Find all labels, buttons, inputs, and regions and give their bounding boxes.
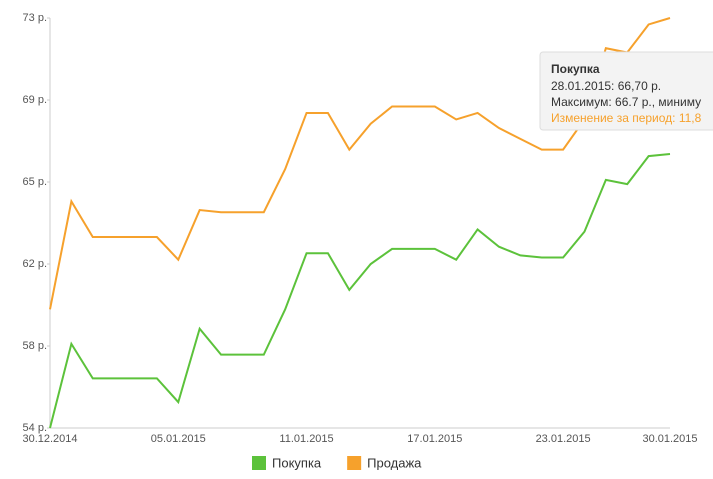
tooltip-title: Покупка <box>551 62 600 76</box>
series-line <box>49 152 671 429</box>
y-tick-label: 54 р. <box>23 422 47 434</box>
tooltip-box <box>539 51 713 131</box>
legend-label: Продажа <box>367 455 422 470</box>
x-tick-label: 30.12.2014 <box>22 433 77 445</box>
tooltip-line: Максимум: 66.7 р., миниму <box>551 95 701 109</box>
legend-swatch <box>252 456 266 470</box>
y-tick-label: 65 р. <box>23 176 47 188</box>
tooltip-line: 28.01.2015: 66,70 р. <box>551 79 661 93</box>
x-tick-label: 17.01.2015 <box>407 433 462 445</box>
x-tick-label: 11.01.2015 <box>279 433 333 445</box>
series-line <box>49 17 671 310</box>
legend-label: Покупка <box>272 455 322 470</box>
x-tick-label: 23.01.2015 <box>536 433 591 445</box>
tooltip: Покупка 28.01.2015: 66,70 р. Максимум: 6… <box>539 51 713 131</box>
y-tick-label: 73 р. <box>23 12 47 24</box>
legend-swatch <box>347 456 362 470</box>
y-tick-label: 62 р. <box>23 258 47 270</box>
x-tick-label: 05.01.2015 <box>151 433 206 445</box>
x-tick-label: 30.01.2015 <box>642 433 697 445</box>
y-tick-label: 69 р. <box>23 94 47 106</box>
tooltip-line: Изменение за период: 11,8 <box>551 111 702 125</box>
y-tick-label: 58 р. <box>23 340 47 352</box>
